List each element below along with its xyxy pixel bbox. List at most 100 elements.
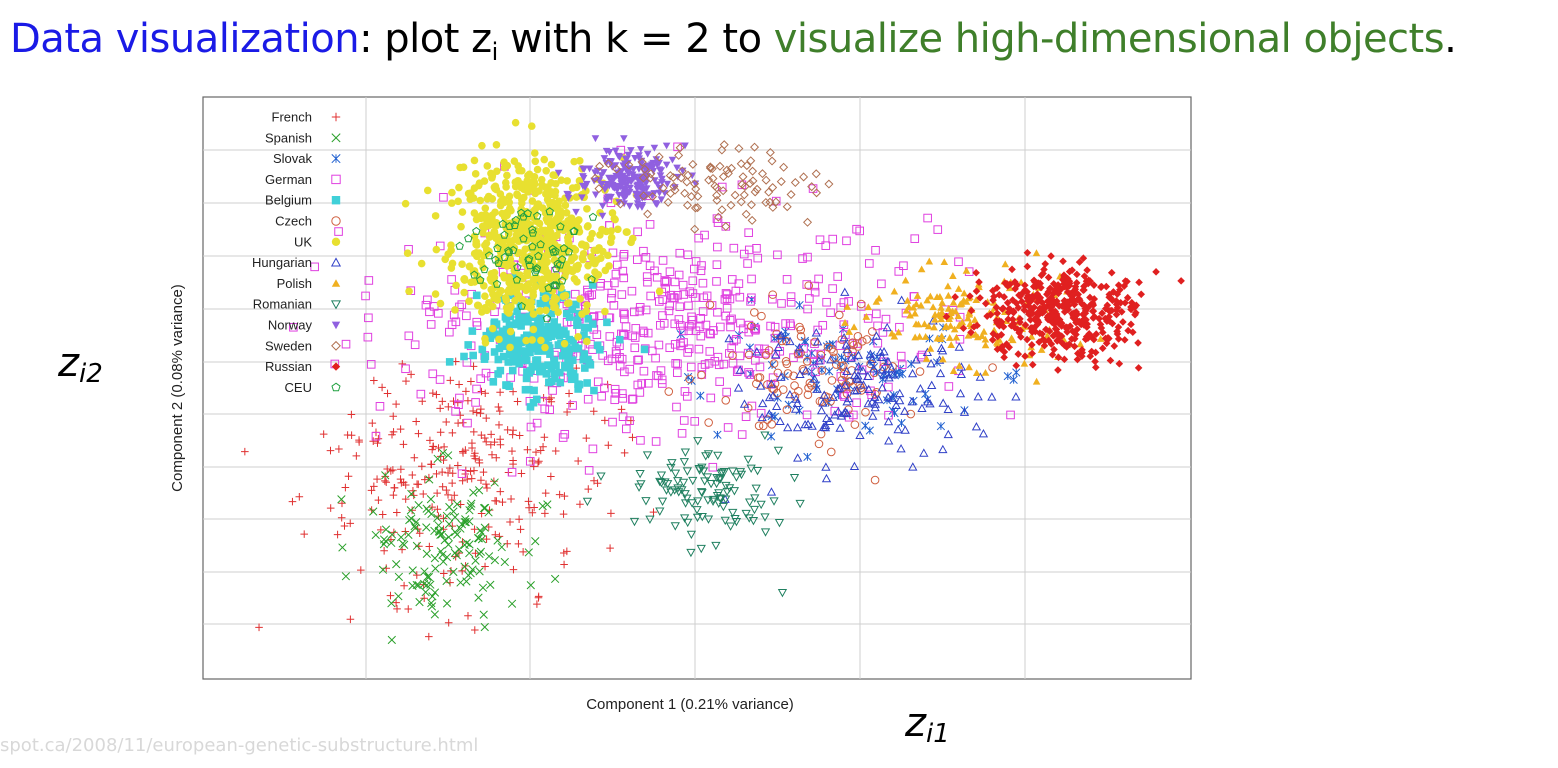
data-point — [607, 233, 616, 242]
data-point — [842, 366, 852, 376]
data-point — [1049, 279, 1058, 288]
data-point — [1014, 304, 1023, 312]
data-point — [568, 401, 577, 410]
data-point — [548, 326, 557, 334]
data-point — [970, 323, 978, 331]
data-point — [617, 405, 626, 414]
data-point — [470, 184, 479, 193]
data-point — [494, 370, 502, 378]
data-point — [1039, 335, 1048, 344]
data-point — [525, 456, 535, 466]
data-point — [432, 245, 441, 254]
data-point — [649, 508, 658, 516]
data-point — [493, 243, 502, 252]
data-point — [476, 409, 485, 418]
data-point — [488, 324, 497, 333]
data-point — [707, 164, 717, 174]
data-point — [627, 286, 637, 296]
data-point — [355, 436, 363, 444]
data-point — [1020, 359, 1029, 367]
data-point — [480, 523, 489, 532]
data-point — [527, 178, 535, 186]
data-point — [532, 395, 541, 404]
data-point — [826, 354, 836, 364]
data-point — [412, 571, 421, 579]
data-point — [993, 332, 1002, 341]
data-point — [810, 281, 820, 291]
data-point — [550, 358, 558, 366]
data-point — [1059, 257, 1067, 266]
data-point — [502, 325, 511, 334]
data-point — [502, 342, 510, 351]
data-point — [533, 600, 541, 608]
data-point — [425, 475, 434, 484]
legend-label: Polish — [277, 276, 312, 291]
data-point — [483, 162, 492, 170]
data-point — [587, 253, 595, 261]
data-point — [987, 392, 997, 401]
data-point — [478, 222, 487, 231]
data-point — [624, 177, 633, 185]
data-point — [1052, 325, 1061, 334]
data-point — [636, 436, 645, 445]
data-point — [814, 439, 824, 449]
data-point — [639, 328, 649, 338]
data-point — [698, 278, 708, 288]
data-point — [397, 479, 406, 487]
data-point — [603, 159, 613, 169]
data-point — [964, 314, 972, 322]
data-point — [512, 288, 521, 297]
data-point — [1114, 323, 1123, 331]
data-point — [461, 470, 470, 478]
data-point — [842, 236, 851, 246]
data-point — [815, 235, 825, 245]
data-point — [492, 185, 501, 194]
data-point — [455, 393, 464, 403]
data-point — [853, 350, 864, 359]
data-point — [776, 177, 786, 187]
data-point — [1057, 332, 1066, 340]
data-point — [552, 295, 561, 303]
data-point — [620, 310, 629, 319]
data-point — [612, 184, 620, 192]
data-point — [1112, 306, 1121, 315]
data-point — [1017, 333, 1025, 341]
data-point — [1032, 377, 1041, 385]
data-point — [1027, 332, 1036, 340]
legend-marker — [330, 257, 342, 267]
series-hungarian — [720, 287, 1021, 503]
data-point — [583, 379, 591, 387]
data-point — [799, 344, 808, 353]
data-point — [658, 179, 666, 186]
data-point — [745, 370, 755, 379]
data-point — [1103, 301, 1112, 310]
data-point — [682, 392, 692, 401]
data-point — [879, 369, 889, 379]
data-point — [618, 266, 628, 276]
data-point — [1043, 332, 1052, 339]
data-point — [881, 314, 891, 324]
data-point — [883, 392, 893, 401]
data-point — [743, 348, 753, 358]
data-point — [802, 410, 812, 420]
data-point — [289, 322, 298, 332]
data-point — [501, 220, 510, 229]
data-point — [444, 519, 454, 529]
data-point — [542, 306, 550, 315]
data-point — [1025, 308, 1033, 317]
data-point — [907, 396, 917, 406]
data-point — [576, 295, 584, 303]
data-point — [1007, 306, 1015, 315]
data-point — [582, 497, 593, 507]
data-point — [575, 177, 584, 185]
data-point — [796, 348, 805, 358]
data-point — [865, 259, 874, 268]
data-point — [442, 576, 451, 586]
data-point — [1079, 254, 1088, 263]
data-point — [419, 579, 429, 589]
data-point — [874, 394, 884, 404]
data-point — [404, 530, 413, 540]
data-point — [1078, 348, 1087, 357]
data-point — [477, 476, 485, 485]
data-point — [618, 412, 628, 421]
